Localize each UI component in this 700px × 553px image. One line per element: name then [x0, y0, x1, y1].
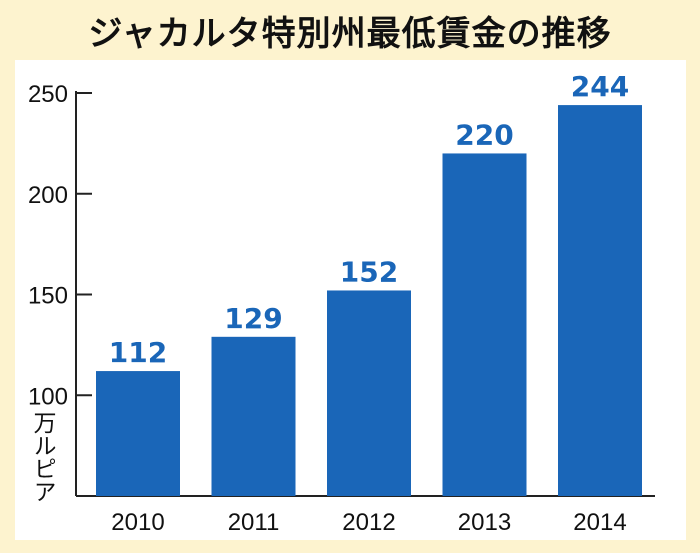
bars — [96, 105, 642, 496]
y-tick-label: 250 — [28, 81, 68, 108]
bar-value-label: 220 — [455, 118, 513, 151]
x-tick-label: 2010 — [111, 509, 164, 536]
x-tick-label: 2011 — [228, 509, 280, 536]
bar-value-label: 152 — [340, 255, 398, 288]
bar-value-label: 129 — [224, 302, 282, 335]
bar — [211, 336, 296, 496]
y-tick-label: 100 — [28, 383, 68, 410]
bar — [327, 290, 411, 496]
bar-value-label: 244 — [571, 70, 629, 103]
y-tick-label: 150 — [28, 283, 68, 310]
bar — [558, 105, 642, 496]
x-tick-label: 2013 — [458, 509, 511, 536]
x-tick-label: 2014 — [573, 509, 626, 536]
y-tick-label: 200 — [28, 182, 68, 209]
bar — [442, 153, 527, 496]
x-tick-label: 2012 — [342, 509, 395, 536]
plot-area: 112 129 152 220 244 2010 2011 2012 2013 2014 100… — [15, 60, 686, 540]
y-tick-labels: 100 150 200 250 — [28, 81, 68, 410]
x-tick-labels: 2010 2011 2012 2013 2014 — [111, 509, 626, 536]
chart-title: ジャカルタ特別州最低賃金の推移 — [88, 13, 612, 54]
bar — [96, 371, 180, 496]
bar-value-label: 112 — [109, 336, 167, 369]
y-axis-unit-label: 万ルピア — [29, 411, 57, 503]
value-labels: 112 129 152 220 244 — [106, 68, 631, 372]
bar-chart: 112 129 152 220 244 2010 2011 2012 2013 2014 100… — [28, 68, 655, 536]
